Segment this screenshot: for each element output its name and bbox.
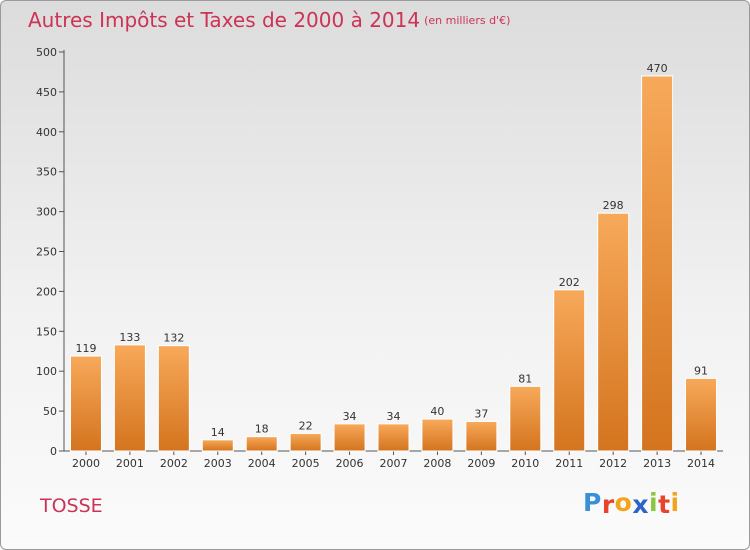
data-label: 37 — [474, 407, 488, 420]
bar — [509, 385, 542, 452]
y-tick-label: 50 — [43, 405, 57, 418]
y-tick-label: 200 — [36, 285, 57, 298]
logo-letter: i — [649, 488, 659, 517]
x-tick-label: 2014 — [687, 457, 715, 470]
x-tick-label: 2004 — [248, 457, 276, 470]
x-tick-label: 2012 — [599, 457, 627, 470]
data-label: 18 — [255, 423, 269, 436]
logo-letter: i — [670, 488, 680, 517]
bar — [597, 212, 630, 452]
data-label: 202 — [559, 276, 580, 289]
x-tick-label: 2011 — [555, 457, 583, 470]
logo-letter: r — [601, 490, 615, 519]
x-tick-label: 2005 — [292, 457, 320, 470]
x-tick-label: 2009 — [467, 457, 495, 470]
bar — [465, 420, 498, 452]
bar — [113, 344, 146, 452]
data-label: 34 — [387, 410, 401, 423]
bar — [69, 355, 102, 452]
bar — [333, 423, 366, 452]
logo-letter: o — [614, 488, 633, 517]
y-tick-label: 350 — [36, 166, 57, 179]
bar — [421, 418, 454, 452]
town-name: TOSSE — [40, 495, 103, 517]
data-label: 119 — [75, 342, 96, 355]
x-tick-label: 2000 — [72, 457, 100, 470]
y-tick-label: 150 — [36, 325, 57, 338]
data-label: 34 — [343, 410, 357, 423]
y-tick-label: 0 — [50, 445, 57, 458]
proxiti-logo: Proxiti — [583, 488, 680, 519]
bar — [201, 439, 234, 452]
logo-letter: t — [658, 490, 671, 519]
bar — [553, 289, 586, 452]
data-label: 298 — [603, 199, 624, 212]
chart-unit: (en milliers d'€) — [424, 14, 511, 27]
x-tick-label: 2010 — [511, 457, 539, 470]
y-tick-label: 400 — [36, 126, 57, 139]
logo-letter: P — [583, 488, 602, 517]
data-label: 91 — [694, 364, 708, 377]
data-label: 470 — [647, 62, 668, 75]
x-tick-label: 2007 — [380, 457, 408, 470]
bar — [157, 345, 190, 452]
x-tick-label: 2002 — [160, 457, 188, 470]
data-label: 14 — [211, 426, 225, 439]
data-label: 133 — [119, 331, 140, 344]
x-tick-label: 2006 — [336, 457, 364, 470]
x-tick-label: 2001 — [116, 457, 144, 470]
data-label: 132 — [163, 332, 184, 345]
data-label: 81 — [518, 372, 532, 385]
bar — [377, 423, 410, 452]
y-tick-label: 450 — [36, 86, 57, 99]
x-tick-label: 2008 — [423, 457, 451, 470]
chart-title: Autres Impôts et Taxes de 2000 à 2014 (en… — [28, 8, 510, 32]
y-tick-label: 100 — [36, 365, 57, 378]
y-tick-label: 250 — [36, 246, 57, 259]
bar — [245, 436, 278, 452]
y-tick-label: 300 — [36, 206, 57, 219]
x-tick-label: 2003 — [204, 457, 232, 470]
bar — [685, 377, 718, 452]
bar — [289, 432, 322, 452]
data-label: 22 — [299, 419, 313, 432]
logo-letter: x — [632, 490, 649, 519]
y-tick-label: 500 — [36, 46, 57, 59]
bar — [641, 75, 674, 452]
data-label: 40 — [430, 405, 444, 418]
x-tick-label: 2013 — [643, 457, 671, 470]
chart-title-text: Autres Impôts et Taxes de 2000 à 2014 — [28, 8, 421, 32]
